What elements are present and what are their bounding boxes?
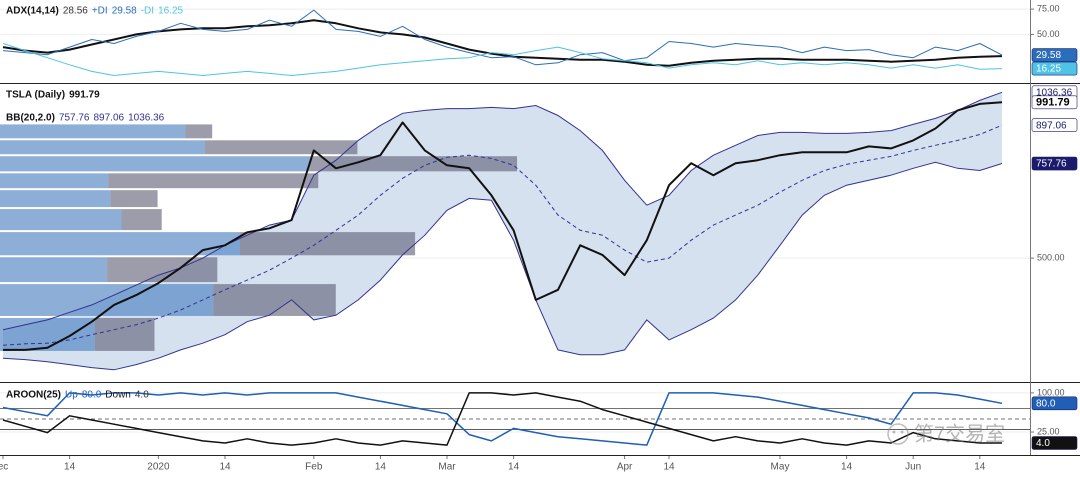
- profile-bar-down: [310, 156, 518, 172]
- profile-bar-down: [110, 190, 158, 208]
- series-line: [2, 392, 1003, 446]
- legend-name: BB(20,2.0): [6, 113, 55, 124]
- profile-bar-up: [0, 156, 311, 172]
- legend-box: [3, 88, 105, 101]
- legend-value: 80.0: [82, 390, 102, 401]
- legend-value: 1036.36: [128, 113, 165, 124]
- profile-bar-down: [239, 232, 416, 256]
- y-tick-label: 500.00: [1037, 252, 1065, 262]
- value-flag-label: 29.58: [1036, 50, 1061, 61]
- watermark-icon-dot: [892, 430, 896, 434]
- value-flag-label: 16.25: [1036, 64, 1061, 75]
- value-flag: [1031, 156, 1078, 171]
- series-line: [2, 9, 1003, 66]
- profile-bar-up: [0, 232, 240, 256]
- series-line: [3, 101, 1003, 351]
- series-line: [2, 19, 1003, 67]
- x-tick-label: 14: [219, 462, 231, 473]
- legend-box: [3, 111, 175, 124]
- watermark-text: 第7交易室: [914, 422, 1005, 445]
- x-tick-label: 14: [974, 462, 986, 473]
- value-flag-label: 1036.36: [1036, 87, 1073, 98]
- x-tick-label: Jun: [905, 462, 921, 473]
- legend-value: 28.56: [63, 6, 88, 17]
- legend-value: 4.0: [135, 390, 149, 401]
- value-flag-label: 4.0: [1036, 438, 1050, 449]
- value-flag-label: 897.06: [1036, 120, 1067, 131]
- y-tick-label: 75.00: [1037, 3, 1060, 13]
- profile-bar-down: [204, 140, 358, 155]
- x-tick-label: May: [771, 462, 790, 473]
- profile-bar-up: [0, 209, 122, 231]
- profile-bar-up: [0, 173, 109, 189]
- profile-bar-down: [108, 173, 319, 189]
- series-line: [2, 43, 1003, 76]
- profile-bar-up: [0, 257, 108, 283]
- legend-name: Up: [65, 390, 78, 401]
- x-tick-label: Feb: [305, 462, 323, 473]
- profile-bar-down: [185, 124, 213, 139]
- watermark-icon: [887, 423, 909, 445]
- value-flag-label: 757.76: [1036, 159, 1067, 170]
- legend-value: 16.25: [158, 6, 183, 17]
- x-tick-label: Apr: [617, 462, 633, 473]
- x-tick-label: 14: [663, 462, 675, 473]
- value-flag: [1031, 118, 1078, 132]
- band-line: [2, 124, 1003, 346]
- legend-value: 897.06: [94, 113, 125, 124]
- legend-name: -DI: [141, 6, 154, 17]
- x-tick-label: 14: [508, 462, 520, 473]
- y-tick-label: 25.00: [1037, 426, 1060, 436]
- x-tick-label: 2020: [147, 462, 170, 473]
- value-flag-label: 80.0: [1036, 398, 1056, 409]
- x-tick-label: ec: [0, 462, 8, 473]
- profile-bar-down: [121, 209, 162, 231]
- x-tick-label: 14: [841, 462, 853, 473]
- legend-value: 29.58: [112, 6, 137, 17]
- watermark-icon-dot: [900, 430, 904, 434]
- value-flag-label: 991.79: [1036, 97, 1070, 109]
- value-flag: [1031, 95, 1078, 110]
- profile-bar-up: [0, 140, 205, 155]
- series-line: [2, 392, 1002, 446]
- profile-bar-up: [0, 317, 95, 351]
- legend-name: +DI: [92, 6, 108, 17]
- profile-bar-down: [107, 257, 218, 283]
- x-tick-label: 14: [375, 462, 387, 473]
- profile-bar-up: [0, 124, 186, 139]
- profile-bar-down: [213, 284, 336, 316]
- value-flag: [1031, 48, 1078, 62]
- y-tick-label: 100.00: [1037, 387, 1065, 397]
- legend-value: 991.79: [69, 90, 100, 101]
- watermark: 第7交易室: [887, 422, 1005, 445]
- value-flag: [1031, 396, 1078, 411]
- band-line: [2, 161, 1003, 371]
- legend-title: AROON(25): [6, 390, 61, 401]
- profile-bar-up: [0, 190, 111, 208]
- x-tick-label: 14: [64, 462, 76, 473]
- legend-name: TSLA (Daily): [6, 90, 65, 101]
- legend-value: 757.76: [59, 113, 90, 124]
- y-tick-label: 50.00: [1037, 29, 1060, 39]
- x-tick-label: Mar: [438, 462, 456, 473]
- profile-bar-down: [94, 317, 155, 351]
- value-flag: [1031, 61, 1078, 76]
- legend-name: Down: [105, 390, 131, 401]
- band-line: [2, 91, 1003, 331]
- legend-name: ADX(14,14): [6, 6, 59, 17]
- value-flag: [1031, 436, 1078, 450]
